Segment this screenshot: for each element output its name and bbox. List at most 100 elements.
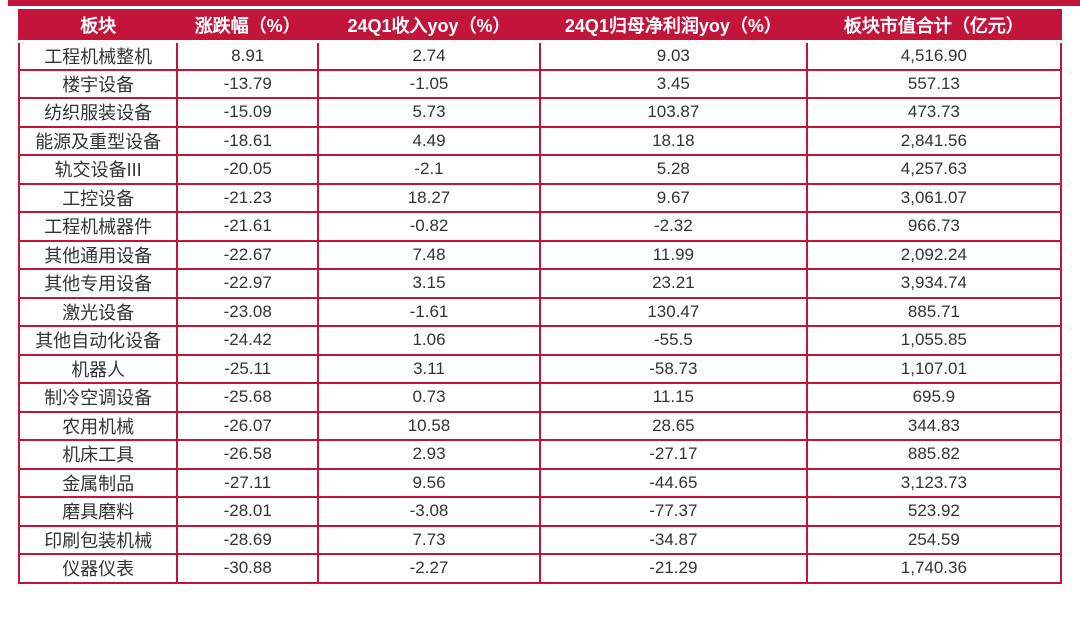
- table-body: 工程机械整机 8.91 2.74 9.03 4,516.90 楼宇设备 -13.79 -1.0…: [17, 40, 1063, 584]
- revenue-yoy-cell: -3.08: [317, 496, 541, 527]
- sector-cell: 金属制品: [17, 467, 179, 498]
- market-cap-cell: 3,123.73: [805, 467, 1063, 498]
- change-pct-cell: -22.97: [176, 268, 320, 299]
- net-profit-yoy-cell: 11.15: [538, 382, 808, 413]
- column-header-net-profit-yoy: 24Q1归母净利润yoy（%）: [538, 9, 808, 43]
- market-cap-cell: 3,061.07: [805, 182, 1063, 213]
- table-row: 机器人 -25.11 3.11 -58.73 1,107.01: [17, 353, 1063, 384]
- net-profit-yoy-cell: -58.73: [538, 353, 808, 384]
- net-profit-yoy-cell: -44.65: [538, 467, 808, 498]
- header-row: 板块 涨跌幅（%） 24Q1收入yoy（%） 24Q1归母净利润yoy（%） 板…: [17, 9, 1063, 43]
- change-pct-cell: -20.05: [176, 154, 320, 185]
- sector-cell: 仪器仪表: [17, 553, 179, 584]
- sector-cell: 楼宇设备: [17, 68, 179, 99]
- net-profit-yoy-cell: -34.87: [538, 524, 808, 555]
- table-row: 纺织服装设备 -15.09 5.73 103.87 473.73: [17, 97, 1063, 128]
- market-cap-cell: 4,257.63: [805, 154, 1063, 185]
- change-pct-cell: -25.11: [176, 353, 320, 384]
- net-profit-yoy-cell: -2.32: [538, 211, 808, 242]
- revenue-yoy-cell: 7.73: [317, 524, 541, 555]
- table-row: 其他专用设备 -22.97 3.15 23.21 3,934.74: [17, 268, 1063, 299]
- sector-cell: 工程机械器件: [17, 211, 179, 242]
- revenue-yoy-cell: 2.74: [317, 40, 541, 71]
- market-cap-cell: 695.9: [805, 382, 1063, 413]
- net-profit-yoy-cell: 11.99: [538, 239, 808, 270]
- table-row: 金属制品 -27.11 9.56 -44.65 3,123.73: [17, 467, 1063, 498]
- sector-cell: 能源及重型设备: [17, 125, 179, 156]
- change-pct-cell: -23.08: [176, 296, 320, 327]
- market-cap-cell: 2,092.24: [805, 239, 1063, 270]
- revenue-yoy-cell: 0.73: [317, 382, 541, 413]
- market-cap-cell: 885.71: [805, 296, 1063, 327]
- revenue-yoy-cell: 18.27: [317, 182, 541, 213]
- net-profit-yoy-cell: 9.03: [538, 40, 808, 71]
- revenue-yoy-cell: 4.49: [317, 125, 541, 156]
- revenue-yoy-cell: -2.27: [317, 553, 541, 584]
- change-pct-cell: -25.68: [176, 382, 320, 413]
- net-profit-yoy-cell: 3.45: [538, 68, 808, 99]
- column-header-revenue-yoy: 24Q1收入yoy（%）: [317, 9, 541, 43]
- table-row: 工程机械器件 -21.61 -0.82 -2.32 966.73: [17, 211, 1063, 242]
- revenue-yoy-cell: -1.61: [317, 296, 541, 327]
- net-profit-yoy-cell: 130.47: [538, 296, 808, 327]
- top-accent-bar: [8, 0, 1080, 6]
- table-row: 轨交设备III -20.05 -2.1 5.28 4,257.63: [17, 154, 1063, 185]
- market-cap-cell: 4,516.90: [805, 40, 1063, 71]
- change-pct-cell: -15.09: [176, 97, 320, 128]
- revenue-yoy-cell: 10.58: [317, 410, 541, 441]
- market-cap-cell: 254.59: [805, 524, 1063, 555]
- table-row: 磨具磨料 -28.01 -3.08 -77.37 523.92: [17, 496, 1063, 527]
- change-pct-cell: -21.61: [176, 211, 320, 242]
- revenue-yoy-cell: 2.93: [317, 439, 541, 470]
- sector-cell: 机器人: [17, 353, 179, 384]
- market-cap-cell: 966.73: [805, 211, 1063, 242]
- net-profit-yoy-cell: 28.65: [538, 410, 808, 441]
- sector-cell: 工程机械整机: [17, 40, 179, 71]
- market-cap-cell: 523.92: [805, 496, 1063, 527]
- net-profit-yoy-cell: 18.18: [538, 125, 808, 156]
- market-cap-cell: 1,055.85: [805, 325, 1063, 356]
- change-pct-cell: 8.91: [176, 40, 320, 71]
- net-profit-yoy-cell: 23.21: [538, 268, 808, 299]
- sector-cell: 其他专用设备: [17, 268, 179, 299]
- change-pct-cell: -26.58: [176, 439, 320, 470]
- market-cap-cell: 473.73: [805, 97, 1063, 128]
- sector-cell: 其他通用设备: [17, 239, 179, 270]
- sector-cell: 纺织服装设备: [17, 97, 179, 128]
- market-cap-cell: 885.82: [805, 439, 1063, 470]
- market-cap-cell: 1,107.01: [805, 353, 1063, 384]
- table-row: 工控设备 -21.23 18.27 9.67 3,061.07: [17, 182, 1063, 213]
- change-pct-cell: -28.01: [176, 496, 320, 527]
- sector-cell: 工控设备: [17, 182, 179, 213]
- market-cap-cell: 1,740.36: [805, 553, 1063, 584]
- revenue-yoy-cell: -1.05: [317, 68, 541, 99]
- table-row: 机床工具 -26.58 2.93 -27.17 885.82: [17, 439, 1063, 470]
- revenue-yoy-cell: 5.73: [317, 97, 541, 128]
- change-pct-cell: -18.61: [176, 125, 320, 156]
- revenue-yoy-cell: 3.15: [317, 268, 541, 299]
- table-row: 其他自动化设备 -24.42 1.06 -55.5 1,055.85: [17, 325, 1063, 356]
- change-pct-cell: -22.67: [176, 239, 320, 270]
- table-row: 激光设备 -23.08 -1.61 130.47 885.71: [17, 296, 1063, 327]
- table-row: 楼宇设备 -13.79 -1.05 3.45 557.13: [17, 68, 1063, 99]
- revenue-yoy-cell: 7.48: [317, 239, 541, 270]
- sector-cell: 农用机械: [17, 410, 179, 441]
- market-cap-cell: 3,934.74: [805, 268, 1063, 299]
- sector-performance-table: 板块 涨跌幅（%） 24Q1收入yoy（%） 24Q1归母净利润yoy（%） 板…: [17, 9, 1063, 584]
- change-pct-cell: -21.23: [176, 182, 320, 213]
- sector-cell: 印刷包装机械: [17, 524, 179, 555]
- market-cap-cell: 2,841.56: [805, 125, 1063, 156]
- revenue-yoy-cell: -2.1: [317, 154, 541, 185]
- table-row: 制冷空调设备 -25.68 0.73 11.15 695.9: [17, 382, 1063, 413]
- column-header-market-cap: 板块市值合计（亿元）: [805, 9, 1063, 43]
- table-header: 板块 涨跌幅（%） 24Q1收入yoy（%） 24Q1归母净利润yoy（%） 板…: [17, 9, 1063, 43]
- change-pct-cell: -30.88: [176, 553, 320, 584]
- revenue-yoy-cell: 3.11: [317, 353, 541, 384]
- market-cap-cell: 557.13: [805, 68, 1063, 99]
- sector-cell: 其他自动化设备: [17, 325, 179, 356]
- net-profit-yoy-cell: 103.87: [538, 97, 808, 128]
- net-profit-yoy-cell: -55.5: [538, 325, 808, 356]
- change-pct-cell: -26.07: [176, 410, 320, 441]
- net-profit-yoy-cell: -77.37: [538, 496, 808, 527]
- change-pct-cell: -28.69: [176, 524, 320, 555]
